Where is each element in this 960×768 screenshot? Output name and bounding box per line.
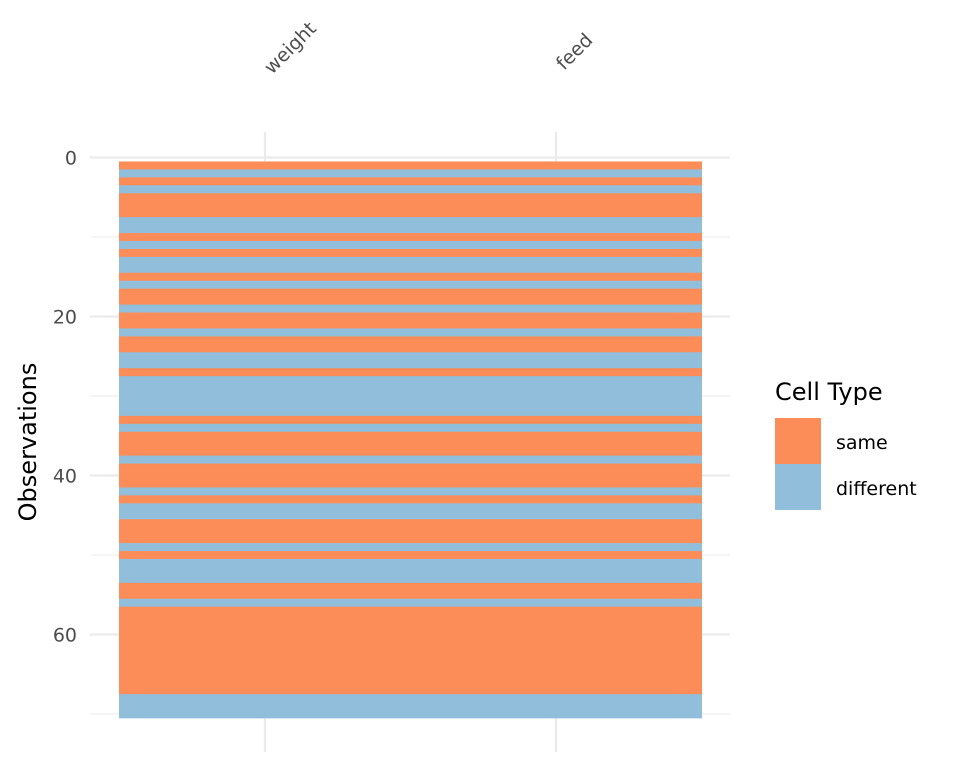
cell-row-58-same bbox=[119, 614, 702, 623]
cell-row-12-same bbox=[119, 248, 702, 258]
cell-row-20-same bbox=[119, 312, 702, 321]
x-tick-label-weight: weight bbox=[260, 18, 321, 79]
cell-row-50-same bbox=[119, 551, 702, 560]
cell-row-6-same bbox=[119, 201, 702, 210]
y-tick-label-20: 20 bbox=[53, 307, 77, 329]
cell-row-49-different bbox=[119, 543, 702, 552]
cell-row-9-different bbox=[119, 225, 702, 234]
cell-row-46-same bbox=[119, 519, 702, 528]
cell-row-10-same bbox=[119, 233, 702, 242]
cell-row-13-different bbox=[119, 256, 702, 266]
cell-row-61-same bbox=[119, 638, 702, 647]
cell-row-36-same bbox=[119, 439, 702, 449]
cell-row-22-different bbox=[119, 328, 702, 337]
cell-row-43-same bbox=[119, 495, 702, 504]
cell-row-42-different bbox=[119, 487, 702, 496]
cell-row-57-same bbox=[119, 606, 702, 616]
cell-row-26-different bbox=[119, 360, 702, 369]
cell-row-39-same bbox=[119, 463, 702, 472]
cell-row-69-different bbox=[119, 702, 702, 711]
cell-row-45-different bbox=[119, 511, 702, 520]
cell-row-27-same bbox=[119, 368, 702, 377]
cell-row-21-same bbox=[119, 320, 702, 329]
cell-row-29-different bbox=[119, 384, 702, 393]
cell-row-59-same bbox=[119, 622, 702, 631]
cell-row-51-different bbox=[119, 558, 702, 568]
cell-row-44-different bbox=[119, 503, 702, 512]
cell-row-5-same bbox=[119, 193, 702, 202]
y-tick-label-0: 0 bbox=[65, 148, 77, 170]
legend-swatch-same bbox=[775, 418, 821, 464]
legend-title: Cell Type bbox=[775, 378, 883, 406]
cell-row-4-different bbox=[119, 185, 702, 194]
legend-swatch-different bbox=[775, 464, 821, 510]
x-axis-labels: weight feed bbox=[260, 18, 597, 79]
cell-row-17-same bbox=[119, 288, 702, 298]
legend: Cell Type same different bbox=[775, 378, 917, 510]
cell-row-24-same bbox=[119, 344, 702, 353]
cell-row-33-same bbox=[119, 415, 702, 425]
cell-row-28-different bbox=[119, 376, 702, 385]
cell-row-32-different bbox=[119, 407, 702, 417]
cell-row-7-same bbox=[119, 209, 702, 218]
cell-row-37-same bbox=[119, 447, 702, 457]
cell-row-64-same bbox=[119, 662, 702, 671]
cell-row-52-different bbox=[119, 566, 702, 576]
y-tick-label-40: 40 bbox=[53, 466, 77, 488]
cell-row-23-same bbox=[119, 336, 702, 345]
y-axis-labels: 0 20 40 60 bbox=[53, 148, 77, 647]
cell-row-67-same bbox=[119, 686, 702, 695]
y-axis-title: Observations bbox=[14, 363, 42, 522]
cell-row-25-different bbox=[119, 352, 702, 361]
cell-row-40-same bbox=[119, 471, 702, 480]
cell-row-65-same bbox=[119, 670, 702, 679]
cell-row-70-different bbox=[119, 710, 702, 719]
cell-row-53-different bbox=[119, 574, 702, 584]
y-tick-label-60: 60 bbox=[53, 625, 77, 647]
cell-row-3-same bbox=[119, 177, 702, 186]
cell-row-56-different bbox=[119, 598, 702, 608]
cell-row-16-different bbox=[119, 280, 702, 290]
cell-row-19-different bbox=[119, 304, 702, 313]
cell-row-18-same bbox=[119, 296, 702, 305]
cell-row-14-different bbox=[119, 264, 702, 274]
cell-row-68-different bbox=[119, 694, 702, 703]
legend-label-same: same bbox=[836, 432, 888, 454]
cell-row-11-different bbox=[119, 240, 702, 250]
cell-row-8-different bbox=[119, 217, 702, 226]
cell-row-62-same bbox=[119, 646, 702, 655]
cell-row-2-different bbox=[119, 169, 702, 178]
cell-row-34-different bbox=[119, 423, 702, 433]
cell-bands bbox=[119, 161, 702, 719]
cell-row-38-different bbox=[119, 455, 702, 464]
cell-row-35-same bbox=[119, 431, 702, 441]
cell-row-66-same bbox=[119, 678, 702, 687]
cell-row-60-same bbox=[119, 630, 702, 639]
cell-row-63-same bbox=[119, 654, 702, 663]
cell-row-48-same bbox=[119, 535, 702, 544]
cell-row-55-same bbox=[119, 590, 702, 600]
cell-row-30-different bbox=[119, 392, 702, 401]
cell-row-41-same bbox=[119, 479, 702, 488]
cell-row-1-same bbox=[119, 161, 702, 170]
cell-row-15-same bbox=[119, 272, 702, 282]
cell-row-47-same bbox=[119, 527, 702, 536]
legend-label-different: different bbox=[836, 478, 917, 500]
x-tick-label-feed: feed bbox=[552, 29, 597, 74]
cell-row-31-different bbox=[119, 399, 702, 409]
cell-row-54-same bbox=[119, 582, 702, 592]
